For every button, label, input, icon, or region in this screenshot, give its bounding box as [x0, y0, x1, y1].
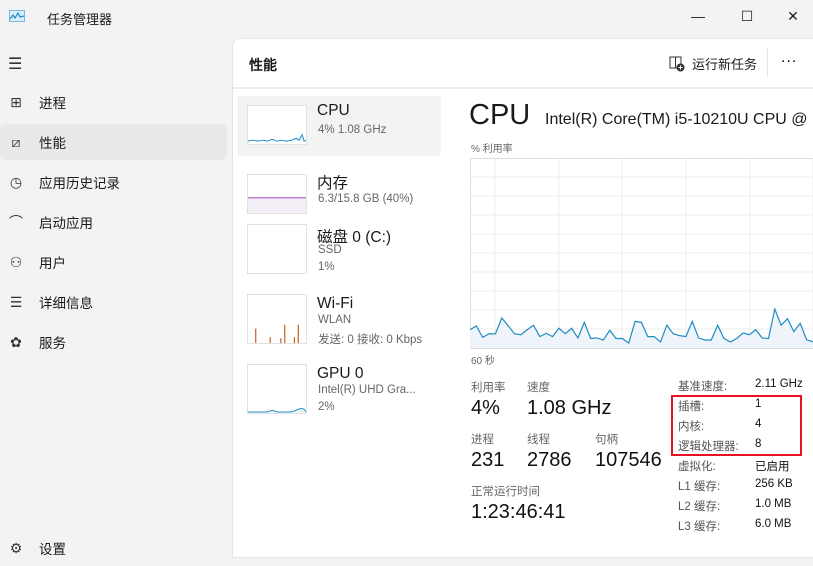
minimize-button[interactable]: —	[675, 0, 721, 32]
spec-value: 256 KB	[755, 478, 793, 490]
page-header: 性能 运行新任务 ...	[233, 39, 813, 89]
spec-value: 6.0 MB	[755, 518, 791, 530]
page-title: 性能	[249, 55, 277, 75]
sidebar-item-details[interactable]: ☰ 详细信息	[0, 284, 227, 320]
sidebar-item-processes[interactable]: ⊞ 进程	[0, 84, 227, 120]
device-memory[interactable]: 内存 6.3/15.8 GB (40%)	[237, 165, 441, 225]
device-type: Intel(R) UHD Gra...	[318, 384, 416, 396]
time-axis-label: 60 秒	[471, 352, 495, 367]
spec-key: L1 缓存:	[678, 478, 720, 494]
device-stat: 1%	[318, 261, 335, 273]
close-button[interactable]: ✕	[770, 0, 813, 32]
threads-value: 2786	[527, 449, 572, 472]
memory-mini-graph	[247, 174, 307, 214]
sidebar-item-label: 用户	[39, 252, 66, 272]
highlight-box	[671, 395, 802, 456]
wifi-mini-graph	[247, 294, 307, 344]
threads-label: 线程	[527, 431, 550, 447]
sidebar-item-label: 服务	[39, 332, 66, 352]
device-stat: 4% 1.08 GHz	[318, 124, 386, 136]
speed-label: 速度	[527, 379, 550, 395]
sidebar: ☰ ⊞进程 ⧄性能 ◷应用历史记录 ⌒启动应用 ⚇用户 ☰详细信息 ✿服务 ⚙设…	[0, 38, 232, 550]
cpu-mini-graph	[247, 105, 307, 145]
maximize-button[interactable]: ☐	[724, 0, 770, 32]
sidebar-item-label: 启动应用	[39, 212, 93, 232]
cpu-utilization-graph	[470, 158, 813, 349]
processes-label: 进程	[471, 431, 494, 447]
sidebar-item-users[interactable]: ⚇ 用户	[0, 244, 227, 280]
sidebar-item-label: 详细信息	[39, 292, 93, 312]
device-gpu[interactable]: GPU 0 Intel(R) UHD Gra... 2%	[237, 359, 441, 419]
main-panel: 性能 运行新任务 ... CPU 4% 1.08 GHz 内存 6.3/15.8…	[232, 38, 813, 558]
sidebar-item-label: 应用历史记录	[39, 172, 120, 192]
sidebar-item-app-history[interactable]: ◷ 应用历史记录	[0, 164, 227, 200]
cpu-model: Intel(R) Core(TM) i5-10210U CPU @	[545, 111, 808, 129]
spec-key: 基准速度:	[678, 378, 727, 394]
sidebar-item-startup[interactable]: ⌒ 启动应用	[0, 204, 227, 240]
sidebar-item-label: 性能	[39, 132, 66, 152]
sidebar-item-settings[interactable]: ⚙ 设置	[0, 530, 227, 566]
util-axis-label: % 利用率	[471, 140, 513, 155]
spec-value: 2.11 GHz	[755, 378, 803, 390]
divider	[767, 47, 768, 77]
device-wifi[interactable]: Wi-Fi WLAN 发送: 0 接收: 0 Kbps	[237, 289, 441, 349]
sidebar-item-label: 设置	[39, 538, 66, 558]
processes-value: 231	[471, 449, 504, 472]
spec-value: 已启用	[755, 458, 790, 474]
device-stat: 发送: 0 接收: 0 Kbps	[318, 331, 422, 347]
sidebar-item-performance[interactable]: ⧄ 性能	[0, 124, 227, 160]
utilization-value: 4%	[471, 397, 500, 420]
device-disk[interactable]: 磁盘 0 (C:) SSD 1%	[237, 219, 441, 279]
more-options-button[interactable]: ...	[781, 49, 797, 67]
history-icon: ◷	[7, 174, 25, 191]
spec-key: L2 缓存:	[678, 498, 720, 514]
performance-icon: ⧄	[7, 134, 25, 151]
device-type: WLAN	[318, 314, 351, 326]
handles-value: 107546	[595, 449, 662, 472]
window-title: 任务管理器	[47, 9, 112, 28]
run-new-task-label: 运行新任务	[692, 54, 757, 73]
spec-key: 虚拟化:	[678, 458, 716, 474]
disk-mini-graph	[247, 224, 307, 274]
users-icon: ⚇	[7, 254, 25, 271]
task-manager-icon	[9, 10, 25, 22]
title-bar: 任务管理器 — ☐ ✕	[0, 0, 813, 38]
device-name: Wi-Fi	[317, 295, 353, 313]
startup-icon: ⌒	[7, 212, 25, 232]
sidebar-item-label: 进程	[39, 92, 66, 112]
spec-key: L3 缓存:	[678, 518, 720, 534]
device-name: GPU 0	[317, 365, 364, 383]
processes-icon: ⊞	[7, 94, 25, 111]
utilization-label: 利用率	[471, 379, 506, 395]
sidebar-item-services[interactable]: ✿ 服务	[0, 324, 227, 360]
gear-icon: ⚙	[7, 540, 25, 557]
device-type: SSD	[318, 244, 342, 256]
uptime-label: 正常运行时间	[471, 483, 540, 499]
details-icon: ☰	[7, 294, 25, 311]
spec-value: 1.0 MB	[755, 498, 791, 510]
run-new-task-button[interactable]: 运行新任务	[669, 54, 757, 73]
device-cpu[interactable]: CPU 4% 1.08 GHz	[237, 96, 441, 156]
device-name: CPU	[317, 102, 350, 120]
handles-label: 句柄	[595, 431, 618, 447]
uptime-value: 1:23:46:41	[471, 501, 566, 524]
gpu-mini-graph	[247, 364, 307, 414]
device-stat: 6.3/15.8 GB (40%)	[318, 193, 413, 205]
device-stat: 2%	[318, 401, 335, 413]
services-icon: ✿	[7, 334, 25, 351]
device-name: 内存	[317, 171, 348, 193]
hamburger-icon[interactable]: ☰	[8, 54, 22, 74]
detail-title: CPU	[469, 99, 530, 132]
speed-value: 1.08 GHz	[527, 397, 611, 420]
run-task-icon	[669, 56, 685, 72]
